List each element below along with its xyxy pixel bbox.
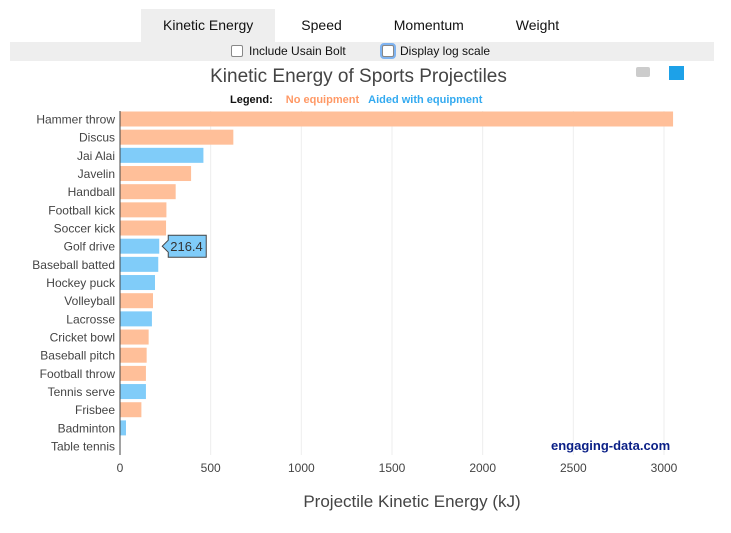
log-scale-checkbox[interactable]: [382, 45, 394, 57]
legend-no-equipment[interactable]: No equipment: [285, 94, 360, 106]
bar[interactable]: [120, 166, 192, 182]
bar[interactable]: [120, 311, 152, 327]
y-tick-label: Soccer kick: [54, 222, 116, 236]
bar[interactable]: [120, 220, 167, 236]
x-tick-label: 1500: [379, 461, 406, 475]
bar[interactable]: [120, 420, 126, 436]
camera-icon[interactable]: [636, 67, 650, 77]
y-tick-label: Table tennis: [51, 440, 115, 454]
y-tick-label: Cricket bowl: [50, 331, 115, 345]
chart-title: Kinetic Energy of Sports Projectiles: [210, 66, 507, 87]
y-tick-label: Golf drive: [64, 240, 116, 254]
bar[interactable]: [120, 384, 146, 400]
tab-kinetic-energy[interactable]: Kinetic Energy: [141, 9, 276, 42]
options-bar: Include Usain Bolt Display log scale: [10, 42, 714, 61]
bar[interactable]: [120, 256, 159, 272]
y-tick-label: Football throw: [40, 367, 116, 381]
bar[interactable]: [120, 238, 160, 254]
y-tick-label: Lacrosse: [66, 312, 115, 326]
y-tick-label: Baseball pitch: [40, 349, 115, 363]
tab-momentum[interactable]: Momentum: [393, 17, 464, 33]
bar[interactable]: [120, 184, 176, 200]
log-scale-label: Display log scale: [400, 44, 491, 58]
x-tick-label: 2500: [560, 461, 587, 475]
include-bolt-label: Include Usain Bolt: [249, 44, 346, 58]
y-tick-label: Jai Alai: [77, 149, 115, 163]
log-scale-option[interactable]: Display log scale: [382, 44, 490, 58]
x-tick-label: 1000: [288, 461, 315, 475]
y-tick-label: Javelin: [78, 167, 115, 181]
bar[interactable]: [120, 329, 149, 345]
y-tick-label: Discus: [79, 131, 115, 145]
y-tick-label: Handball: [68, 185, 115, 199]
tooltip-label: 216.4: [170, 239, 203, 254]
x-tick-label: 0: [117, 461, 124, 475]
legend: Legend: No equipment Aided with equipmen…: [230, 94, 482, 106]
y-tick-label: Badminton: [58, 421, 115, 435]
bar[interactable]: [120, 147, 204, 163]
legend-title: Legend:: [230, 94, 273, 106]
y-tick-label: Hockey puck: [46, 276, 116, 290]
x-tick-label: 3000: [651, 461, 678, 475]
bar-chart-icon[interactable]: [669, 66, 684, 80]
tooltip-box: [161, 234, 207, 258]
bar[interactable]: [120, 347, 147, 363]
bar[interactable]: [120, 365, 146, 381]
bar[interactable]: [120, 202, 167, 218]
tab-bar: Kinetic Energy Speed Momentum Weight: [141, 9, 585, 42]
tab-weight[interactable]: Weight: [515, 17, 560, 33]
include-bolt-checkbox[interactable]: [231, 45, 243, 57]
include-bolt-option[interactable]: Include Usain Bolt: [231, 44, 346, 58]
bar[interactable]: [120, 111, 674, 127]
bar[interactable]: [120, 293, 154, 309]
watermark: engaging-data.com: [551, 438, 671, 453]
bar[interactable]: [120, 129, 234, 145]
x-tick-label: 500: [201, 461, 221, 475]
bar[interactable]: [120, 402, 142, 418]
y-tick-label: Volleyball: [64, 294, 115, 308]
tab-speed[interactable]: Speed: [301, 17, 342, 33]
y-tick-label: Football kick: [48, 203, 116, 217]
bar[interactable]: [120, 275, 155, 291]
y-tick-label: Tennis serve: [48, 385, 116, 399]
y-tick-label: Baseball batted: [32, 258, 115, 272]
y-tick-label: Hammer throw: [36, 113, 115, 127]
x-axis-title: Projectile Kinetic Energy (kJ): [303, 492, 520, 511]
legend-aided[interactable]: Aided with equipment: [368, 94, 483, 106]
y-tick-label: Frisbee: [75, 403, 115, 417]
x-tick-label: 2000: [469, 461, 496, 475]
